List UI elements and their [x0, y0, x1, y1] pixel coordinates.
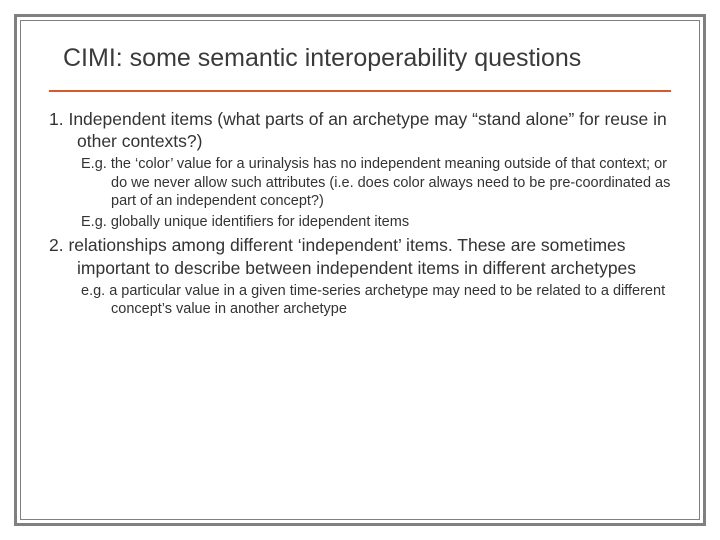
list-subitem: e.g. a particular value in a given time-…: [49, 282, 671, 319]
slide-outer-frame: CIMI: some semantic interoperability que…: [14, 14, 706, 526]
list-subitem: E.g. the ‘color’ value for a urinalysis …: [49, 155, 671, 210]
list-item: 1. Independent items (what parts of an a…: [49, 108, 671, 153]
slide-title: CIMI: some semantic interoperability que…: [49, 43, 671, 74]
list-subitem: E.g. globally unique identifiers for ide…: [49, 213, 671, 231]
slide-inner-frame: CIMI: some semantic interoperability que…: [20, 20, 700, 520]
title-rule: [49, 90, 671, 92]
list-item: 2. relationships among different ‘indepe…: [49, 234, 671, 279]
slide-content: 1. Independent items (what parts of an a…: [49, 108, 671, 319]
